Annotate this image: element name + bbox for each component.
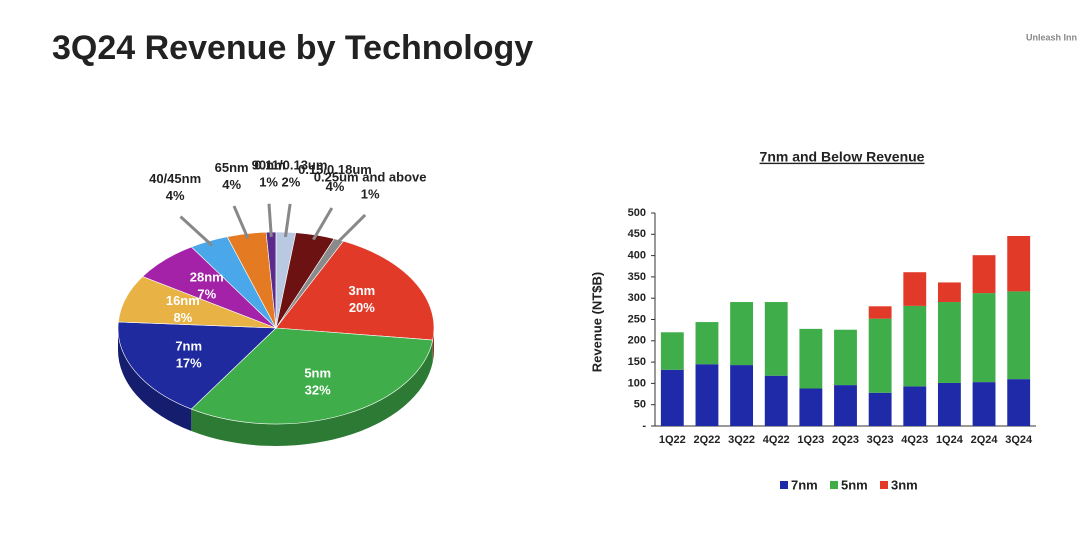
pie-slice xyxy=(190,327,434,425)
pie-label: 0.11/0.13um xyxy=(254,158,327,173)
pie-value-label: 4% xyxy=(222,177,241,192)
legend-swatch xyxy=(830,481,838,489)
bar-segment xyxy=(660,332,684,370)
bar-segment xyxy=(972,382,996,426)
pie-value-label: 32% xyxy=(305,382,331,397)
logo-text: Unleash Inn xyxy=(1026,32,1077,42)
bar-segment xyxy=(972,255,996,294)
bar-segment xyxy=(903,305,927,387)
bar-segment xyxy=(764,302,788,376)
bar-segment xyxy=(764,375,788,426)
legend-label: 7nm xyxy=(791,477,818,492)
leader-line xyxy=(267,203,273,237)
y-tick-label: 450 xyxy=(628,228,646,240)
x-tick-label: 1Q22 xyxy=(659,434,686,446)
bar-title: 7nm and Below Revenue xyxy=(760,149,925,165)
bar-segment xyxy=(868,306,892,319)
legend-swatch xyxy=(880,481,888,489)
x-tick-label: 3Q23 xyxy=(867,434,894,446)
pie-value-label: 2% xyxy=(282,175,301,190)
pie-value-label: 4% xyxy=(166,188,185,203)
bar-segment xyxy=(868,392,892,426)
y-tick-label: - xyxy=(642,420,646,432)
legend-label: 3nm xyxy=(891,477,918,492)
pie-label: 90nm xyxy=(252,158,286,173)
x-tick-label: 2Q23 xyxy=(832,434,859,446)
bar-segment xyxy=(799,328,823,389)
pie-value-label: 17% xyxy=(176,355,202,370)
pie-label: 16nm xyxy=(166,293,200,308)
leader-line xyxy=(283,203,292,238)
pie-label: 28nm xyxy=(190,269,224,284)
leader-line xyxy=(334,213,367,246)
x-tick-label: 3Q22 xyxy=(728,434,755,446)
leader-line xyxy=(232,205,250,240)
pie-label: 0.25um and above xyxy=(314,169,427,184)
bar-segment xyxy=(1007,236,1031,292)
pie-value-label: 1% xyxy=(361,186,380,201)
y-tick-label: 150 xyxy=(628,356,646,368)
pie-label: 3nm xyxy=(348,283,375,298)
y-tick-label: 50 xyxy=(634,399,646,411)
x-tick-label: 3Q24 xyxy=(1005,434,1033,446)
x-tick-label: 4Q23 xyxy=(901,434,928,446)
bar-segment xyxy=(868,318,892,393)
pie-slice xyxy=(117,321,277,410)
bar-segment xyxy=(834,385,857,426)
leader-line xyxy=(312,207,334,241)
pie-label: 7nm xyxy=(175,338,202,353)
bar-segment xyxy=(799,388,823,426)
slide-title: 3Q24 Revenue by Technology xyxy=(52,29,533,67)
bar-segment xyxy=(695,322,719,365)
pie-slice-side xyxy=(191,340,433,446)
bar-segment xyxy=(695,364,719,426)
x-tick-label: 1Q23 xyxy=(797,434,824,446)
y-tick-label: 100 xyxy=(628,377,646,389)
y-tick-label: 300 xyxy=(628,292,646,304)
bar-segment xyxy=(972,293,996,383)
y-tick-label: 350 xyxy=(628,271,646,283)
x-tick-label: 4Q22 xyxy=(763,434,790,446)
pie-slice-side xyxy=(118,328,192,432)
bar-segment xyxy=(660,369,684,426)
pie-label: 5nm xyxy=(304,365,331,380)
pie-label: 40/45nm xyxy=(149,171,201,186)
pie-value-label: 20% xyxy=(349,300,375,315)
bar-segment xyxy=(1007,291,1031,380)
y-tick-label: 250 xyxy=(628,313,646,325)
pie-value-label: 1% xyxy=(259,175,278,190)
legend-label: 5nm xyxy=(841,477,868,492)
legend-swatch xyxy=(780,481,788,489)
bar-segment xyxy=(1007,379,1031,426)
pie-label: 0.15/0.18um xyxy=(298,162,372,177)
bar-segment xyxy=(937,282,961,303)
y-axis-label: Revenue (NT$B) xyxy=(589,272,604,372)
bar-segment xyxy=(937,382,961,426)
leader-line xyxy=(179,215,214,247)
bar-segment xyxy=(903,386,927,426)
y-tick-label: 400 xyxy=(628,250,646,262)
y-tick-label: 200 xyxy=(628,335,646,347)
x-tick-label: 1Q24 xyxy=(936,434,964,446)
y-tick-label: 500 xyxy=(628,207,646,219)
pie-value-label: 7% xyxy=(197,286,216,301)
bar-segment xyxy=(903,272,927,306)
bar-segment xyxy=(730,302,754,366)
bar-segment xyxy=(730,365,754,426)
pie-value-label: 4% xyxy=(326,179,345,194)
bar-segment xyxy=(834,329,857,386)
pie-label: 65nm xyxy=(215,160,249,175)
pie-value-label: 8% xyxy=(173,310,192,325)
x-tick-label: 2Q24 xyxy=(971,434,999,446)
bar-segment xyxy=(937,302,961,383)
x-tick-label: 2Q22 xyxy=(693,434,720,446)
pie-slice xyxy=(275,240,435,341)
